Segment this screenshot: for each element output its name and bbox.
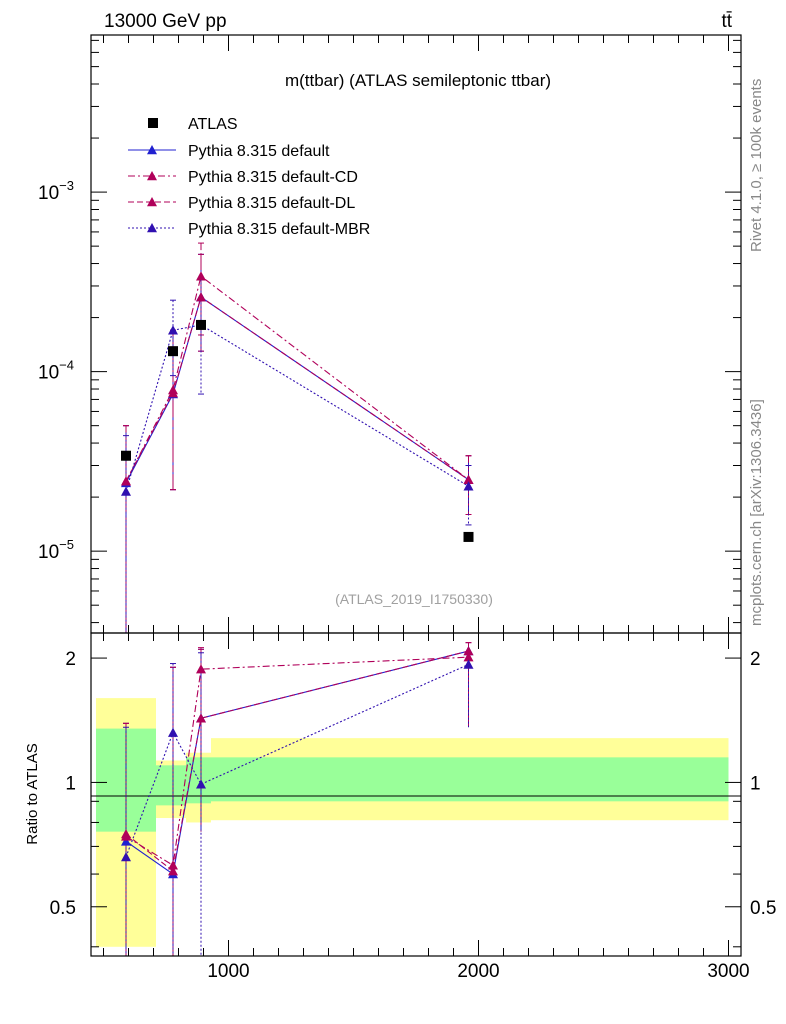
ratio-marker — [168, 860, 178, 870]
ratio-series-line — [125, 656, 469, 867]
ratio-markers — [121, 646, 474, 879]
legend-entry: Pythia 8.315 default-MBR — [128, 221, 370, 238]
main-error-bars — [123, 242, 472, 634]
legend-entry: Pythia 8.315 default-DL — [128, 195, 355, 212]
ratio-series-line — [125, 650, 469, 873]
x-axis-tick-labels: 1000 2000 3000 — [207, 961, 749, 982]
ratio-y-tick-label-right: 0.5 — [750, 898, 776, 919]
source-label: mcplots.cern.ch [arXiv:1306.3436] — [748, 399, 765, 626]
series-line — [125, 324, 469, 492]
series-marker — [196, 271, 206, 281]
ratio-marker — [196, 713, 206, 723]
legend-label: Pythia 8.315 default-DL — [188, 195, 355, 212]
legend-entry: Pythia 8.315 default — [128, 143, 330, 160]
ratio-y-tick-label: 2 — [65, 649, 76, 670]
analysis-watermark: (ATLAS_2019_I1750330) — [335, 591, 493, 607]
main-panel: 10−5 10−4 10−3 m(ttbar) (ATLAS semileptoni… — [38, 34, 742, 634]
ratio-marker — [463, 652, 474, 662]
main-markers — [121, 271, 474, 542]
y-tick-exponent: −5 — [59, 537, 74, 552]
legend-label: Pythia 8.315 default — [188, 143, 330, 160]
y-tick-exponent: −3 — [59, 178, 74, 193]
legend-square-marker — [148, 118, 158, 128]
series-marker — [168, 325, 178, 335]
series-marker — [168, 388, 178, 398]
y-tick-label: 10−3 — [38, 178, 74, 204]
ratio-marker — [463, 646, 474, 656]
y-tick-label: 10−5 — [38, 537, 74, 563]
plot-title: m(ttbar) (ATLAS semileptonic ttbar) — [285, 71, 551, 90]
x-tick-label: 1000 — [207, 961, 249, 982]
ratio-y-tick-label-right: 2 — [750, 649, 761, 670]
series-line — [125, 296, 469, 482]
legend-series-entries: Pythia 8.315 default Pythia 8.315 default… — [128, 143, 370, 238]
x-tick-label: 3000 — [707, 961, 749, 982]
process-label: tt̄ — [721, 11, 732, 32]
ratio-marker — [168, 727, 178, 737]
ratio-marker — [121, 836, 131, 846]
legend-marker — [147, 197, 157, 207]
ratio-axis-label: Ratio to ATLAS — [24, 743, 41, 844]
ratio-marker — [121, 851, 131, 862]
main-series-lines — [125, 275, 469, 492]
energy-label: 13000 GeV pp — [104, 11, 227, 32]
atlas-data-point — [196, 319, 206, 330]
rivet-label: Rivet 4.1.0, ≥ 100k events — [748, 79, 765, 252]
series-marker — [121, 486, 131, 496]
y-tick-exponent: −4 — [59, 358, 74, 373]
ratio-y-tick-label: 1 — [65, 773, 76, 794]
legend-marker — [147, 145, 157, 155]
legend-marker — [147, 223, 157, 233]
ratio-marker — [196, 779, 206, 789]
series-line — [125, 275, 469, 482]
ratio-y-tick-label-right: 1 — [750, 773, 761, 794]
atlas-data-point — [168, 346, 178, 357]
legend-entry-atlas: ATLAS — [148, 116, 238, 133]
legend-label: Pythia 8.315 default-CD — [188, 169, 358, 186]
ratio-marker — [168, 866, 178, 876]
series-marker — [121, 476, 131, 486]
ratio-marker — [121, 829, 131, 839]
x-tick-label: 2000 — [457, 961, 499, 982]
legend-label: ATLAS — [188, 116, 238, 133]
legend-label: Pythia 8.315 default-MBR — [188, 221, 370, 238]
ratio-axis-ticks: 0.5 0.5 1 1 2 2 — [50, 633, 776, 956]
series-marker — [463, 481, 474, 491]
y-tick-label: 10−4 — [38, 358, 74, 384]
ratio-panel: 0.5 0.5 1 1 2 2 Ratio to ATLAS — [24, 632, 776, 957]
ratio-marker — [196, 664, 206, 674]
ratio-plot-frame — [90, 632, 742, 957]
reference-uncertainty-bands — [96, 698, 729, 947]
legend-entry: Pythia 8.315 default-CD — [128, 169, 358, 186]
series-marker — [196, 292, 206, 302]
atlas-data-point — [121, 450, 131, 461]
ref-band-1sigma — [156, 765, 186, 806]
ratio-y-tick-label: 0.5 — [50, 898, 76, 919]
series-marker — [463, 474, 474, 484]
ref-band-1sigma — [211, 757, 729, 802]
ratio-marker — [463, 659, 474, 669]
legend-marker — [147, 171, 157, 181]
atlas-data-point — [463, 531, 474, 542]
ratio-series-lines — [125, 650, 469, 876]
main-axis-ticks: 10−5 10−4 10−3 — [38, 35, 741, 633]
